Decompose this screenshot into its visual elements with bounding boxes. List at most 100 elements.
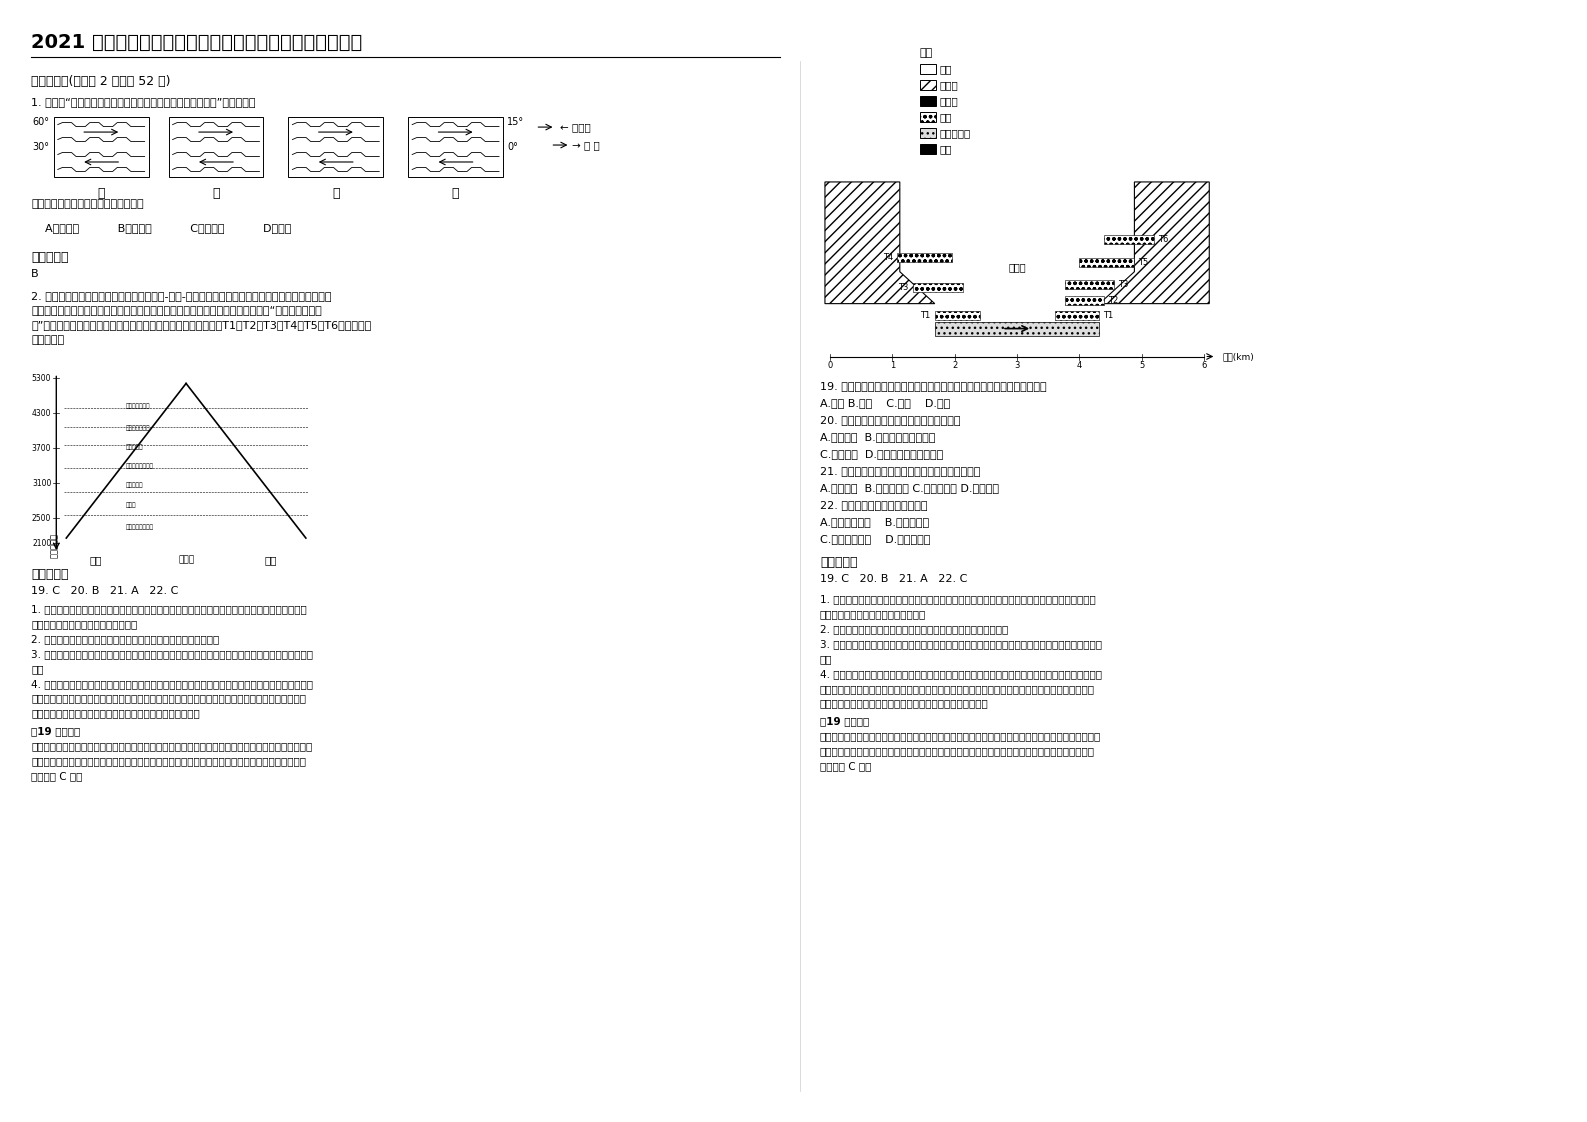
Text: 4. 这地貌为河流阶地，构造运动的稳定期河流以侧蚀作用为主，造成宽阔的谷底或平原，然后外力的: 4. 这地貌为河流阶地，构造运动的稳定期河流以侧蚀作用为主，造成宽阔的谷底或平原… [820, 669, 1101, 679]
Text: 4. 这地貌为河流阶地，构造运动的稳定期河流以侧蚀作用为主，造成宽阔的谷底或平原，然后外力的: 4. 这地貌为河流阶地，构造运动的稳定期河流以侧蚀作用为主，造成宽阔的谷底或平原… [32, 679, 313, 689]
Bar [289, 117, 382, 177]
Bar [920, 128, 936, 138]
Polygon shape [825, 182, 935, 304]
Bar [1079, 258, 1135, 267]
Text: 金沙江东坡寒温带暗针叶林带分布上限的海拔比西坡的低（空间差异），是因为金沙江东坡为背风坡，: 金沙江东坡寒温带暗针叶林带分布上限的海拔比西坡的低（空间差异），是因为金沙江东坡… [32, 742, 313, 752]
Text: 3. 黄土颗粒小，重量轻，能够在此沉积下来，说明河流水量较少，流速缓慢，由此推出该区域干热环: 3. 黄土颗粒小，重量轻，能够在此沉积下来，说明河流水量较少，流速缓慢，由此推出… [820, 638, 1101, 649]
Text: 境。: 境。 [32, 664, 44, 673]
Text: B: B [32, 269, 40, 278]
Text: T4: T4 [882, 254, 893, 263]
Text: A.坡度 B.海拔    C.水分    D.热量: A.坡度 B.海拔 C.水分 D.热量 [820, 398, 951, 408]
Text: 2500: 2500 [32, 514, 51, 523]
Text: 5: 5 [1139, 361, 1144, 370]
Text: 一、选择题(每小题 2 分，共 52 分): 一、选择题(每小题 2 分，共 52 分) [32, 75, 171, 89]
Text: 不大，故 C 对。: 不大，故 C 对。 [32, 772, 83, 782]
Text: 4300: 4300 [32, 408, 51, 417]
Text: 1. 分析植被分布主要从水分和热量两方面进行分析，东坡和西坡不是阴阳坡差异，因此热量差异不: 1. 分析植被分布主要从水分和热量两方面进行分析，东坡和西坡不是阴阳坡差异，因此… [32, 604, 308, 614]
Bar [913, 283, 963, 292]
Text: A.地壳持续上升    B.向两侧侵蚀: A.地壳持续上升 B.向两侧侵蚀 [820, 517, 928, 527]
Text: 19. 影响金沙江东坡寒温带暗针叶林分布上限的海拔比西坡低的主要因素是: 19. 影响金沙江东坡寒温带暗针叶林分布上限的海拔比西坡低的主要因素是 [820, 381, 1046, 392]
Text: 干旱灌丛草地帘: 干旱灌丛草地帘 [127, 425, 151, 431]
Text: 2. 横断山区，山高谷深，地形封闭，河谷多为背风坡，降水稀少。: 2. 横断山区，山高谷深，地形封闭，河谷多为背风坡，降水稀少。 [820, 624, 1008, 634]
Bar [1054, 311, 1100, 320]
Text: 堆积作用形成其上的沉积物，构造运动的上升期河流下切，原来的谷底或平原被抬升成为阶地面。如: 堆积作用形成其上的沉积物，构造运动的上升期河流下切，原来的谷底或平原被抬升成为阶… [820, 683, 1095, 693]
Text: 3. 黄土颗粒小，重量轻，能够在此沉积下来，说明河流水量较少，流速缓慢，由此推出该区域干热环: 3. 黄土颗粒小，重量轻，能够在此沉积下来，说明河流水量较少，流速缓慢，由此推出… [32, 649, 313, 659]
Text: 2. 横断山区，山高谷深，地形封闭，河谷多为背风坡，降水稀少。: 2. 横断山区，山高谷深，地形封闭，河谷多为背风坡，降水稀少。 [32, 634, 219, 644]
Text: 堆积作用形成其上的沉积物，构造运动的上升期河流下切，原来的谷底或平原被抬升成为阶地面。如: 堆积作用形成其上的沉积物，构造运动的上升期河流下切，原来的谷底或平原被抬升成为阶… [32, 693, 306, 703]
Text: 20. 金沙江河谷气候干早，是因为金沙江河谷: 20. 金沙江河谷气候干早，是因为金沙江河谷 [820, 415, 960, 425]
Text: T2: T2 [1108, 296, 1119, 305]
Text: T5: T5 [1138, 258, 1149, 267]
Text: C.植被稀少  D.受副热带高气压带控制: C.植被稀少 D.受副热带高气压带控制 [820, 449, 943, 459]
Text: 大，因此产生主要原因就是水分的差异: 大，因此产生主要原因就是水分的差异 [32, 619, 138, 628]
Text: 22. 金沙江某河段地貌的形成原因: 22. 金沙江某河段地貌的形成原因 [820, 500, 927, 511]
Text: 石灰岐: 石灰岐 [940, 96, 959, 107]
Text: 金沙江: 金沙江 [178, 555, 194, 564]
Text: 3: 3 [1014, 361, 1020, 370]
Polygon shape [1100, 182, 1209, 304]
Text: ← 气压带: ← 气压带 [560, 122, 592, 132]
Text: T3: T3 [898, 283, 909, 292]
Bar [408, 117, 503, 177]
Text: 19. C   20. B   21. A   22. C: 19. C 20. B 21. A 22. C [32, 586, 179, 596]
Text: 细沙、粉沙: 细沙、粉沙 [940, 128, 971, 138]
Text: T3: T3 [1119, 280, 1128, 289]
Text: A.干热环境  B.河流流量大 C.河流流速快 D.风力较大: A.干热环境 B.河流流量大 C.河流流速快 D.风力较大 [820, 484, 998, 494]
Text: 1. 分析植被分布主要从水分和热量两方面进行分析，东坡和西坡不是阴阳坡差异，因此热量差异不: 1. 分析植被分布主要从水分和热量两方面进行分析，东坡和西坡不是阴阳坡差异，因此… [820, 594, 1095, 604]
Text: 19. C   20. B   21. A   22. C: 19. C 20. B 21. A 22. C [820, 574, 968, 583]
Text: 1: 1 [890, 361, 895, 370]
Text: 暗针叶林带: 暗针叶林带 [127, 482, 144, 488]
Text: 高寒草甸丛草地带: 高寒草甸丛草地带 [127, 463, 154, 469]
Text: 丙: 丙 [332, 187, 340, 200]
Text: 参考答案：: 参考答案： [32, 568, 68, 581]
Text: 0°: 0° [506, 142, 517, 151]
Text: 相对干燥；坡度对暗针叶林带分布上限影响不明显，海拔差异不大，分别位于东坡和西坡，热量差异: 相对干燥；坡度对暗针叶林带分布上限影响不明显，海拔差异不大，分别位于东坡和西坡，… [32, 756, 306, 766]
Text: 甲: 甲 [97, 187, 105, 200]
Text: 1. 下图为“不同季节部分纬度范围内气压带、风带分布示意图”。读图完成: 1. 下图为“不同季节部分纬度范围内气压带、风带分布示意图”。读图完成 [32, 98, 256, 108]
Text: 2: 2 [952, 361, 957, 370]
Text: T6: T6 [1159, 236, 1168, 245]
Text: C.地壳间歇上升    D.向源头侵蚀: C.地壳间歇上升 D.向源头侵蚀 [820, 534, 930, 544]
Text: 果这一过程多次反复，在河谷的横剖面上便可出现多级阶地。: 果这一过程多次反复，在河谷的横剖面上便可出现多级阶地。 [32, 709, 200, 718]
Text: 4: 4 [1078, 361, 1082, 370]
Text: 乙: 乙 [213, 187, 219, 200]
Text: 2100: 2100 [32, 539, 51, 548]
Text: 玄武岐: 玄武岐 [940, 80, 959, 90]
Text: 干热灌丛草地帘: 干热灌丛草地帘 [127, 403, 151, 408]
Text: 60°: 60° [33, 117, 49, 127]
Bar [1105, 234, 1154, 243]
Text: 相对干燥；坡度对暗针叶林带分布上限影响不明显，海拔差异不大，分别位于东坡和西坡，热量差异: 相对干燥；坡度对暗针叶林带分布上限影响不明显，海拔差异不大，分别位于东坡和西坡，… [820, 746, 1095, 756]
Text: 3100: 3100 [32, 479, 51, 488]
Bar [168, 117, 263, 177]
Text: 19 题详解、: 19 题详解、 [820, 717, 870, 727]
Text: 3700: 3700 [32, 444, 51, 453]
Text: 黄土: 黄土 [940, 144, 952, 154]
Bar [920, 80, 936, 90]
Text: 5300: 5300 [32, 374, 51, 383]
Text: 海拔（米）: 海拔（米） [49, 533, 59, 558]
Text: 甲图到乙图的变化过程，时间跳度约为: 甲图到乙图的变化过程，时间跳度约为 [32, 199, 144, 209]
Text: 高山草甸及草地带: 高山草甸及草地带 [127, 524, 154, 530]
Text: → 风 带: → 风 带 [573, 140, 600, 150]
Bar [935, 322, 1100, 335]
Text: 2. 一般从山谷到山顶垂直自然带呈现为乔木-灌木-草甸的渐变规律，但在横断山区干热的河谷，谷底
是灌丛或芒漠草地，森林一般生长在山顶或半山腰，有的地理学家把这种: 2. 一般从山谷到山顶垂直自然带呈现为乔木-灌木-草甸的渐变规律，但在横断山区干… [32, 291, 371, 346]
Text: 参考答案：: 参考答案： [820, 557, 857, 569]
Text: 距离(km): 距离(km) [1222, 352, 1254, 361]
Text: A.地势低平  B.地处背风坡的雨影区: A.地势低平 B.地处背风坡的雨影区 [820, 432, 935, 442]
Text: 西坡: 西坡 [90, 555, 103, 565]
Bar [920, 144, 936, 154]
Text: 21. 金沙江某河段两屸出现黄土，由此可推出该区域: 21. 金沙江某河段两屸出现黄土，由此可推出该区域 [820, 467, 981, 476]
Bar [935, 311, 979, 320]
Text: 砂石: 砂石 [940, 112, 952, 122]
Text: 金沙江: 金沙江 [1008, 261, 1025, 272]
Bar [920, 64, 936, 74]
Bar [54, 117, 149, 177]
Text: T1: T1 [920, 311, 930, 320]
Bar [1065, 279, 1114, 288]
Text: T1: T1 [1103, 311, 1114, 320]
Text: 15°: 15° [506, 117, 524, 127]
Bar [920, 96, 936, 107]
Bar [920, 112, 936, 122]
Bar [1065, 296, 1105, 305]
Text: 果这一过程多次反复，在河谷的横剖面上便可出现多级阶地。: 果这一过程多次反复，在河谷的横剖面上便可出现多级阶地。 [820, 699, 989, 709]
